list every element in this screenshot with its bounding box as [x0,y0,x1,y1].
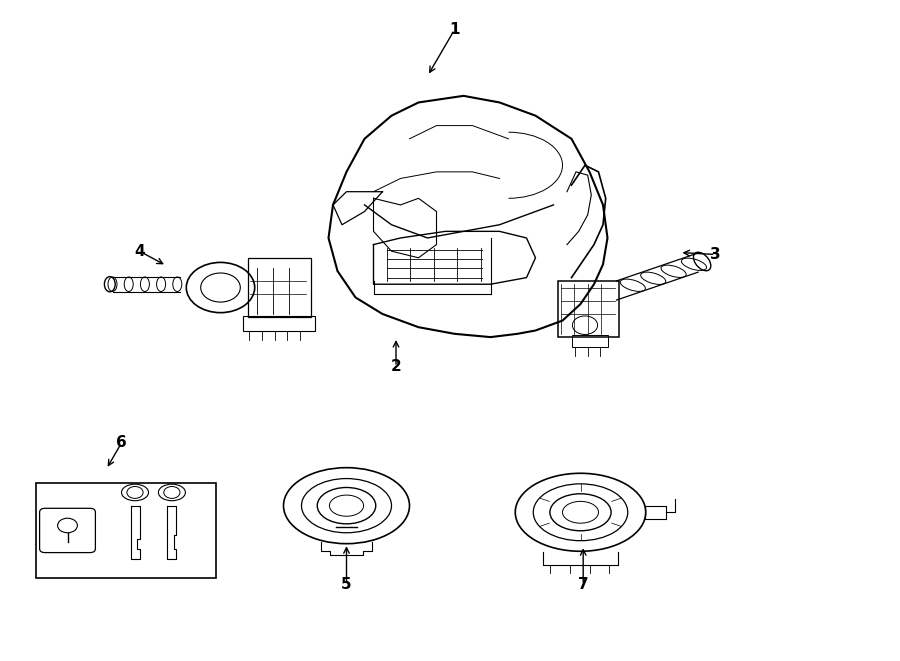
Bar [36,483,216,578]
Text: 2: 2 [391,360,401,374]
Text: 1: 1 [449,22,460,37]
Bar [248,258,310,317]
Text: 6: 6 [116,436,127,450]
Text: 5: 5 [341,578,352,592]
Bar [572,335,608,347]
Bar [243,316,315,330]
Text: 7: 7 [578,578,589,592]
Text: 4: 4 [134,244,145,258]
Bar [558,281,619,337]
Text: 3: 3 [710,247,721,262]
